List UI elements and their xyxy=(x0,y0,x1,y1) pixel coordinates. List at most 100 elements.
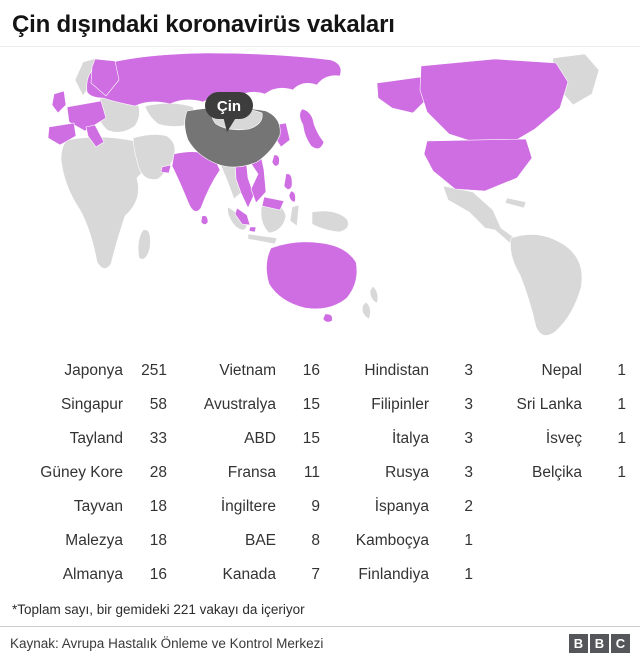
table-row: İsveç 1 xyxy=(473,422,626,456)
country-name: Fransa xyxy=(227,464,276,481)
bbc-logo-block: C xyxy=(611,634,630,653)
china-label-text: Çin xyxy=(217,98,241,115)
country-name: Güney Kore xyxy=(40,464,123,481)
map-region-taiwan xyxy=(271,154,280,167)
case-count: 15 xyxy=(302,430,320,447)
case-count: 18 xyxy=(149,532,167,549)
country-name: Filipinler xyxy=(371,396,429,413)
map-region-mexico-central-america xyxy=(442,185,516,245)
case-count: 1 xyxy=(617,362,626,379)
page-title: Çin dışındaki koronavirüs vakaları xyxy=(12,11,395,38)
country-name: Tayland xyxy=(69,430,123,447)
map-region-uk xyxy=(51,90,67,114)
table-row: Tayvan 18 xyxy=(14,490,167,524)
case-count: 16 xyxy=(149,566,167,583)
map-region-singapore xyxy=(248,226,257,233)
table-row: Singapur 58 xyxy=(14,388,167,422)
map-region-sri-lanka xyxy=(200,215,209,225)
map-region-scandinavia xyxy=(90,58,120,97)
country-name: Japonya xyxy=(64,362,123,379)
country-name: İspanya xyxy=(374,498,429,515)
table-row: ABD 15 xyxy=(167,422,320,456)
case-column-4: Nepal 1 Sri Lanka 1 İsveç 1 Belçika 1 xyxy=(473,354,626,592)
case-column-2: Vietnam 16 Avustralya 15 ABD 15 Fransa 11 İngilt… xyxy=(167,354,320,592)
case-count: 251 xyxy=(141,362,167,379)
table-row: Nepal 1 xyxy=(473,354,627,388)
case-count: 18 xyxy=(149,498,167,515)
table-row: Fransa 11 xyxy=(167,456,320,490)
country-name: İtalya xyxy=(391,430,429,447)
case-count: 7 xyxy=(311,566,320,583)
country-name: BAE xyxy=(244,532,276,549)
map-region-uae xyxy=(160,164,172,174)
case-count: 8 xyxy=(311,532,320,549)
map-region-tasmania xyxy=(322,313,333,323)
table-row: BAE 8 xyxy=(167,524,320,558)
china-label-pointer xyxy=(223,116,237,132)
china-label: Çin xyxy=(205,92,253,132)
case-count: 3 xyxy=(464,430,473,447)
case-count: 3 xyxy=(464,396,473,413)
cases-table: Japonya 251 Singapur 58 Tayland 33 Güney Kore 2… xyxy=(0,342,640,592)
table-row: Filipinler 3 xyxy=(320,388,473,422)
map-region-south-america xyxy=(510,234,583,336)
footnote: *Toplam sayı, bir gemideki 221 vakayı da… xyxy=(12,602,305,617)
case-count: 33 xyxy=(149,430,167,447)
table-row: Avustralya 15 xyxy=(167,388,320,422)
china-label-box xyxy=(205,92,253,119)
header: Çin dışındaki koronavirüs vakaları xyxy=(0,0,640,47)
country-name: Malezya xyxy=(65,532,123,549)
table-row: Sri Lanka 1 xyxy=(473,388,626,422)
world-map: Çin xyxy=(47,52,600,336)
map-region-malaysia xyxy=(234,196,285,226)
map-region-philippines xyxy=(283,173,296,203)
case-count: 1 xyxy=(617,464,626,481)
map-region-indonesia xyxy=(227,202,349,245)
map-region-usa xyxy=(423,138,533,192)
case-count: 28 xyxy=(149,464,167,481)
map-unaffected-regions xyxy=(60,53,600,336)
case-count: 58 xyxy=(149,396,167,413)
case-column-3: Hindistan 3 Filipinler 3 İtalya 3 Rusya 3 İspany… xyxy=(320,354,473,592)
table-row: Hindistan 3 xyxy=(320,354,473,388)
table-row: Kamboçya 1 xyxy=(320,524,473,558)
case-count: 1 xyxy=(464,532,473,549)
table-row: Kanada 7 xyxy=(167,558,320,592)
country-name: Singapur xyxy=(60,396,123,413)
map-affected-regions xyxy=(47,52,569,323)
case-count: 1 xyxy=(617,430,626,447)
country-name: Vietnam xyxy=(219,362,276,379)
map-region-japan xyxy=(299,108,325,150)
table-row: Vietnam 16 xyxy=(167,354,320,388)
table-row: Malezya 18 xyxy=(14,524,167,558)
case-count: 9 xyxy=(311,498,320,515)
country-name: Hindistan xyxy=(364,362,429,379)
map-region-russia xyxy=(86,52,342,107)
map-region-italy xyxy=(85,124,105,148)
table-row: İspanya 2 xyxy=(320,490,473,524)
country-name: Tayvan xyxy=(73,498,123,515)
bbc-logo-block: B xyxy=(569,634,588,653)
case-count: 11 xyxy=(303,464,320,481)
case-count: 2 xyxy=(464,498,473,515)
country-name: Finlandiya xyxy=(358,566,429,583)
map-region-spain xyxy=(47,122,77,146)
table-row: İtalya 3 xyxy=(320,422,473,456)
case-count: 15 xyxy=(302,396,320,413)
footer: Kaynak: Avrupa Hastalık Önleme ve Kontro… xyxy=(0,626,640,660)
country-name: İsveç xyxy=(545,430,582,447)
country-name: Rusya xyxy=(385,464,429,481)
source-text: Kaynak: Avrupa Hastalık Önleme ve Kontro… xyxy=(10,636,324,651)
table-row: Güney Kore 28 xyxy=(14,456,167,490)
case-count: 1 xyxy=(464,566,473,583)
map-container: Çin xyxy=(0,47,640,342)
country-name: ABD xyxy=(244,430,276,447)
case-count: 16 xyxy=(302,362,320,379)
table-row: İngiltere 9 xyxy=(167,490,320,524)
country-name: Kamboçya xyxy=(355,532,429,549)
map-region-new-zealand xyxy=(361,285,379,320)
country-name: Belçika xyxy=(532,464,582,481)
country-name: Nepal xyxy=(541,362,583,379)
table-row: Rusya 3 xyxy=(320,456,473,490)
